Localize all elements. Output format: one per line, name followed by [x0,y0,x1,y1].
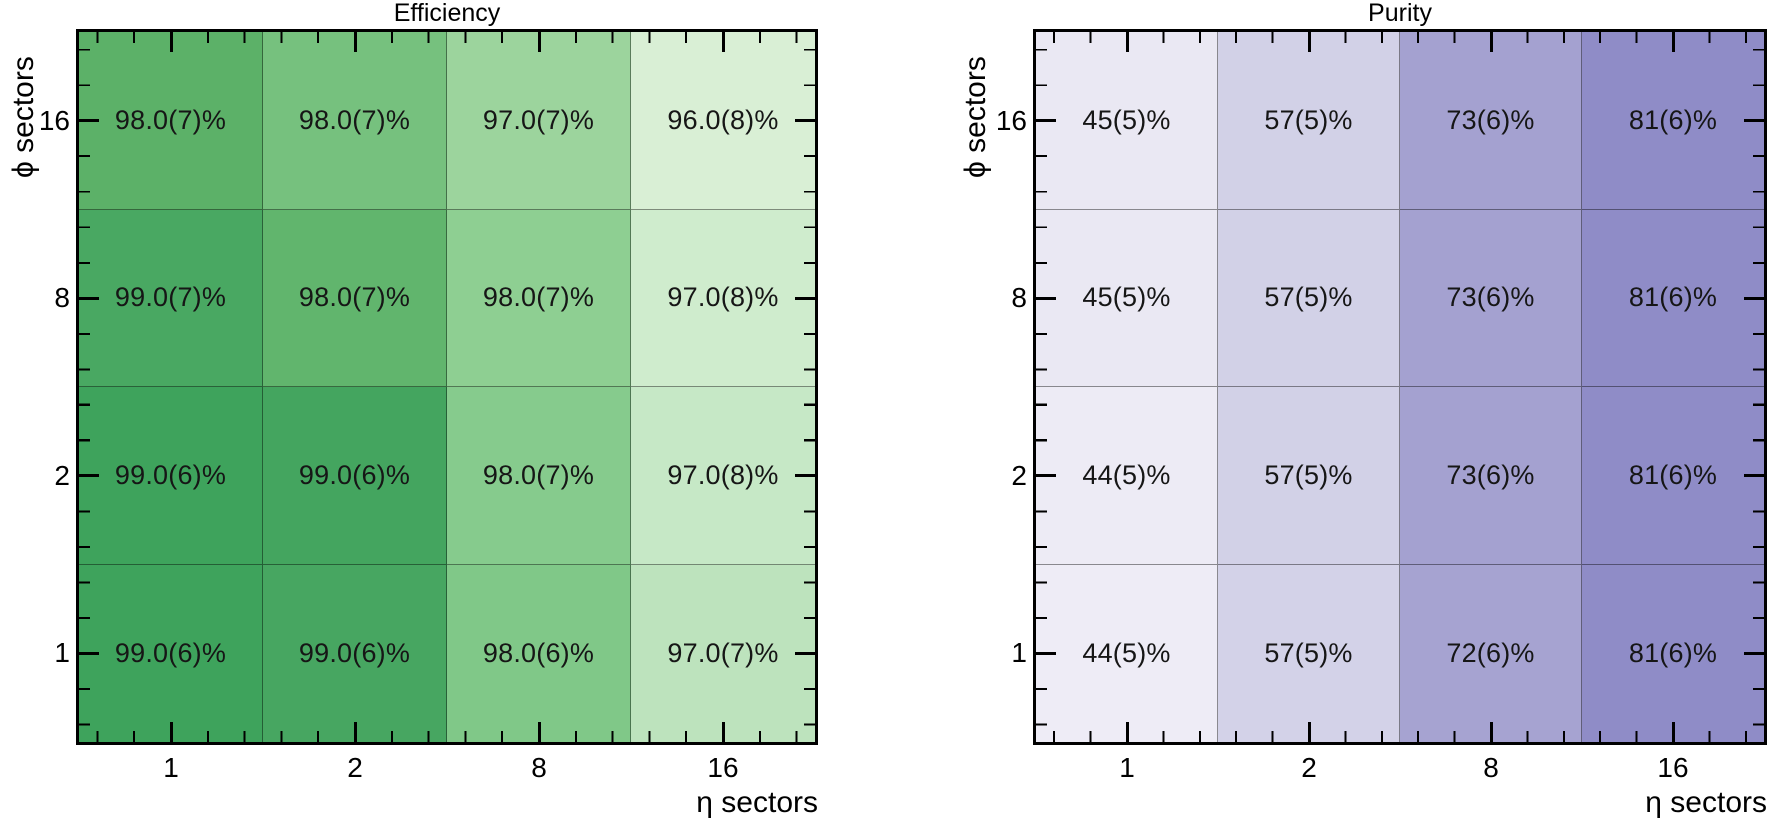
y-axis-label-purity: ϕ sectors [959,56,992,178]
x-tick-label: 16 [707,752,739,783]
x-tick-label: 8 [1483,752,1499,783]
x-axis-label-purity: η sectors [1645,786,1767,819]
heatmap-cell: 44(5)% [1036,564,1218,742]
heatmap-cell: 99.0(6)% [79,564,263,742]
heatmap-cell: 97.0(7)% [631,564,815,742]
heatmap-cell: 44(5)% [1036,387,1218,565]
heatmap-cell: 72(6)% [1400,564,1582,742]
x-tick-label: 1 [163,752,179,783]
y-axis-label-efficiency: ϕ sectors [7,56,40,178]
heatmap-cell: 97.0(8)% [631,387,815,565]
heatmap-cell: 98.0(7)% [263,32,447,210]
heatmap-cell: 45(5)% [1036,32,1218,210]
x-tick-label: 16 [1657,752,1689,783]
y-tick-label: 16 [38,105,70,136]
heatmap-cell: 57(5)% [1218,564,1400,742]
heatmap-cell: 81(6)% [1582,564,1764,742]
heatmap-cell: 45(5)% [1036,209,1218,387]
heatmap-cell: 98.0(7)% [79,32,263,210]
y-tick-label: 1 [1011,637,1027,668]
y-tick-label: 8 [54,282,70,313]
y-tick-label: 1 [54,637,70,668]
x-tick-label: 2 [1301,752,1317,783]
heatmap-cell: 98.0(7)% [263,209,447,387]
heatmap-grid-efficiency: 98.0(7)% 98.0(7)% 97.0(7)% 96.0(8)% 99.0… [79,32,815,742]
heatmap-cell: 99.0(6)% [263,387,447,565]
heatmap-cell: 99.0(6)% [79,387,263,565]
heatmap-cell: 98.0(6)% [447,564,631,742]
y-tick-label: 16 [995,105,1027,136]
heatmap-cell: 73(6)% [1400,209,1582,387]
heatmap-frame-efficiency: 98.0(7)% 98.0(7)% 97.0(7)% 96.0(8)% 99.0… [76,29,818,745]
heatmap-cell: 97.0(7)% [447,32,631,210]
heatmap-cell: 98.0(7)% [447,387,631,565]
y-tick-label: 2 [54,460,70,491]
heatmap-cell: 73(6)% [1400,387,1582,565]
plot-title-efficiency: Efficiency [393,0,501,27]
x-tick-label: 2 [347,752,363,783]
heatmap-cell: 97.0(8)% [631,209,815,387]
heatmap-cell: 57(5)% [1218,387,1400,565]
heatmap-grid-purity: 45(5)% 57(5)% 73(6)% 81(6)% 45(5)% 57(5)… [1036,32,1764,742]
y-tick-label: 8 [1011,282,1027,313]
x-tick-label: 1 [1119,752,1135,783]
heatmap-cell: 99.0(6)% [263,564,447,742]
heatmap-cell: 98.0(7)% [447,209,631,387]
heatmap-cell: 57(5)% [1218,209,1400,387]
heatmap-cell: 99.0(7)% [79,209,263,387]
heatmap-cell: 96.0(8)% [631,32,815,210]
y-tick-label: 2 [1011,460,1027,491]
x-axis-label-efficiency: η sectors [696,786,818,819]
heatmap-cell: 57(5)% [1218,32,1400,210]
heatmap-cell: 81(6)% [1582,32,1764,210]
heatmap-cell: 73(6)% [1400,32,1582,210]
heatmap-frame-purity: 45(5)% 57(5)% 73(6)% 81(6)% 45(5)% 57(5)… [1033,29,1767,745]
x-tick-label: 8 [531,752,547,783]
heatmap-cell: 81(6)% [1582,209,1764,387]
plot-title-purity: Purity [1368,0,1432,27]
heatmap-cell: 81(6)% [1582,387,1764,565]
